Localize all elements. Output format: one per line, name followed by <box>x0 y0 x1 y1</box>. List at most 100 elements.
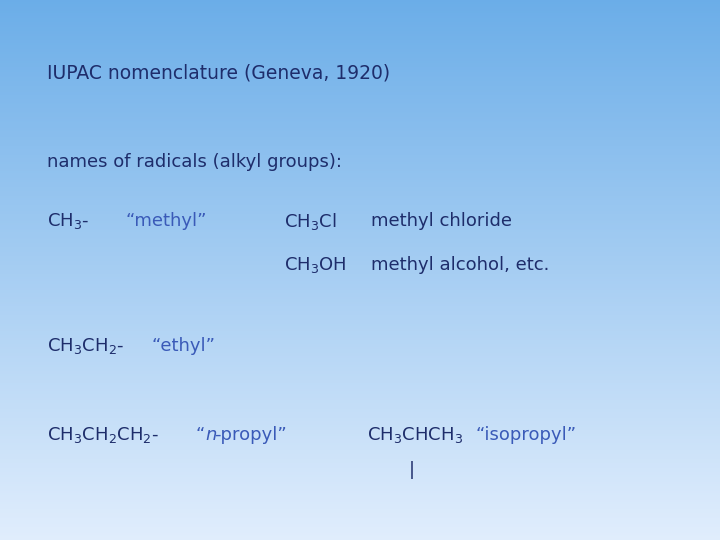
Bar <box>0 254 720 255</box>
Bar <box>0 61 720 63</box>
Bar <box>0 65 720 66</box>
Bar <box>0 198 720 200</box>
Bar <box>0 481 720 482</box>
Bar <box>0 339 720 340</box>
Bar <box>0 42 720 43</box>
Bar <box>0 171 720 173</box>
Bar <box>0 139 720 140</box>
Bar <box>0 85 720 86</box>
Bar <box>0 146 720 147</box>
Bar <box>0 69 720 70</box>
Bar <box>0 153 720 155</box>
Text: “isopropyl”: “isopropyl” <box>475 426 576 444</box>
Bar <box>0 428 720 430</box>
Bar <box>0 110 720 112</box>
Bar <box>0 389 720 390</box>
Bar <box>0 344 720 346</box>
Bar <box>0 173 720 174</box>
Bar <box>0 353 720 355</box>
Bar <box>0 409 720 410</box>
Bar <box>0 430 720 432</box>
Bar <box>0 309 720 312</box>
Bar <box>0 101 720 103</box>
Bar <box>0 293 720 295</box>
Bar <box>0 97 720 99</box>
Bar <box>0 128 720 130</box>
Bar <box>0 427 720 428</box>
Bar <box>0 4 720 5</box>
Bar <box>0 396 720 398</box>
Bar <box>0 501 720 502</box>
Bar <box>0 49 720 50</box>
Bar <box>0 162 720 164</box>
Bar <box>0 421 720 423</box>
Bar <box>0 214 720 216</box>
Bar <box>0 471 720 474</box>
Bar <box>0 124 720 126</box>
Bar <box>0 259 720 261</box>
Bar <box>0 243 720 245</box>
Bar <box>0 290 720 292</box>
Bar <box>0 502 720 504</box>
Bar <box>0 36 720 38</box>
Bar <box>0 123 720 124</box>
Bar <box>0 281 720 282</box>
Bar <box>0 211 720 212</box>
Bar <box>0 218 720 220</box>
Bar <box>0 454 720 455</box>
Bar <box>0 250 720 252</box>
Bar <box>0 340 720 342</box>
Bar <box>0 470 720 471</box>
Bar <box>0 131 720 133</box>
Bar <box>0 12 720 15</box>
Bar <box>0 29 720 31</box>
Bar <box>0 185 720 187</box>
Text: methyl alcohol, etc.: methyl alcohol, etc. <box>371 255 549 274</box>
Text: CH$_3$OH: CH$_3$OH <box>284 254 347 275</box>
Bar <box>0 461 720 463</box>
Bar <box>0 515 720 517</box>
Bar <box>0 448 720 450</box>
Bar <box>0 50 720 52</box>
Bar <box>0 180 720 182</box>
Bar <box>0 200 720 201</box>
Bar <box>0 447 720 448</box>
Bar <box>0 308 720 309</box>
Bar <box>0 155 720 157</box>
Bar <box>0 403 720 405</box>
Text: methyl chloride: methyl chloride <box>371 212 512 231</box>
Bar <box>0 285 720 286</box>
Bar <box>0 241 720 243</box>
Bar <box>0 317 720 319</box>
Bar <box>0 393 720 394</box>
Bar <box>0 263 720 265</box>
Bar <box>0 232 720 234</box>
Bar <box>0 38 720 39</box>
Text: CH$_3$CHCH$_3$: CH$_3$CHCH$_3$ <box>367 424 464 445</box>
Bar <box>0 9 720 11</box>
Bar <box>0 63 720 65</box>
Bar <box>0 160 720 162</box>
Bar <box>0 367 720 369</box>
Text: CH$_3$CH$_2$CH$_2$-: CH$_3$CH$_2$CH$_2$- <box>47 424 159 445</box>
Bar <box>0 459 720 461</box>
Bar <box>0 88 720 90</box>
Bar <box>0 474 720 475</box>
Bar <box>0 302 720 304</box>
Bar <box>0 292 720 293</box>
Bar <box>0 439 720 441</box>
Text: IUPAC nomenclature (Geneva, 1920): IUPAC nomenclature (Geneva, 1920) <box>47 63 390 83</box>
Bar <box>0 23 720 25</box>
Bar <box>0 7 720 9</box>
Text: n: n <box>205 426 217 444</box>
Bar <box>0 479 720 481</box>
Bar <box>0 508 720 509</box>
Bar <box>0 83 720 85</box>
Bar <box>0 342 720 344</box>
Bar <box>0 20 720 22</box>
Bar <box>0 66 720 69</box>
Bar <box>0 463 720 464</box>
Bar <box>0 191 720 193</box>
Bar <box>0 255 720 258</box>
Bar <box>0 390 720 393</box>
